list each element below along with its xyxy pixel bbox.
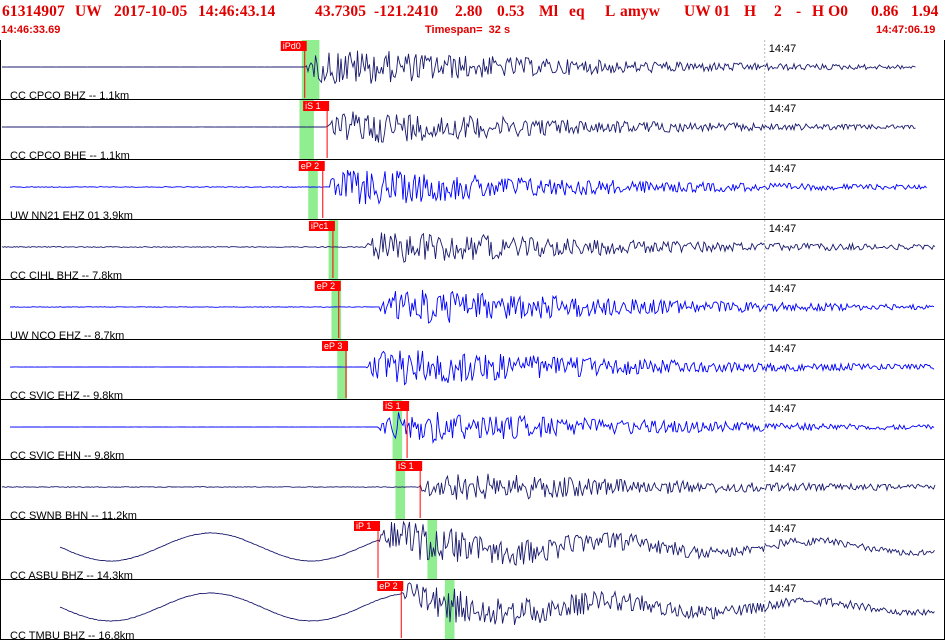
pick-label: iS 1	[305, 101, 321, 111]
event-analyst: amyw	[620, 3, 661, 20]
pick-flag[interactable]	[396, 461, 423, 471]
channel-label: CC SVIC EHZ -- 9.8km	[10, 390, 123, 402]
channel-label: CC CIHL BHZ -- 7.8km	[10, 270, 122, 282]
pick-label: iPd0	[283, 41, 301, 51]
channel-label: CC SVIC EHN -- 9.8km	[10, 450, 124, 462]
pick-window	[299, 100, 314, 160]
pick-flag[interactable]	[354, 521, 380, 531]
seismogram-panel[interactable]: iPd0 14:47 CC CPCO BHZ -- 1.1km iS 1 14:47 CC…	[0, 40, 945, 640]
event-id: 61314907	[2, 3, 65, 20]
event-mag-type: Ml	[539, 3, 559, 20]
pick-window	[308, 160, 318, 220]
pick-window	[395, 460, 406, 520]
event-dash: -	[796, 3, 802, 20]
event-header: 61314907 UW 2017-10-05 14:46:43.14 43.73…	[0, 0, 945, 40]
pick-label: eP 3	[324, 341, 342, 351]
pick-window	[427, 520, 438, 580]
pick-flag[interactable]	[298, 161, 325, 171]
channel-label: CC TMBU BHZ -- 16.8km	[10, 630, 134, 640]
channel-label: CC ASBU BHZ -- 14.3km	[10, 570, 133, 582]
pick-flag[interactable]	[314, 281, 341, 291]
waveform-trace	[10, 350, 935, 386]
time-tick-label: 14:47	[769, 523, 797, 535]
waveform-trace	[9, 289, 935, 324]
pick-window	[301, 40, 320, 100]
event-processing: H O0	[812, 3, 849, 20]
waveform-trace	[1, 232, 936, 264]
event-depth: 2.80	[455, 3, 483, 20]
time-tick-label: 14:47	[769, 463, 797, 475]
event-latitude: 43.7305	[315, 3, 367, 20]
waveform-trace	[1, 473, 936, 500]
channel-label: UW NCO EHZ -- 8.7km	[10, 330, 124, 342]
event-origin-time: 14:46:43.14	[198, 3, 276, 20]
pick-label: iS 1	[385, 401, 401, 411]
channel-label: UW NN21 EHZ 01 3.9km	[10, 210, 133, 222]
time-tick-label: 14:47	[769, 343, 797, 355]
time-tick-label: 14:47	[769, 403, 797, 415]
event-type: eq	[569, 3, 585, 20]
event-magnitude: 0.53	[497, 3, 525, 20]
time-tick-label: 14:47	[769, 103, 797, 115]
waveform-trace	[9, 412, 935, 444]
pick-flag[interactable]	[383, 401, 410, 411]
event-flag: L	[605, 3, 616, 20]
time-tick-label: 14:47	[769, 283, 797, 295]
event-network: UW	[75, 3, 102, 20]
pick-flag[interactable]	[303, 101, 330, 111]
end-time: 14:47:06.19	[876, 24, 936, 36]
event-longitude: -121.2410	[374, 3, 439, 20]
channel-label: CC CPCO BHZ -- 1.1km	[10, 90, 129, 102]
event-value-2: 1.94	[911, 3, 939, 20]
channel-label: CC CPCO BHE -- 1.1km	[10, 150, 130, 162]
pick-label: iP 1	[356, 521, 371, 531]
pick-label: eP 2	[379, 581, 397, 591]
pick-flag[interactable]	[308, 221, 335, 231]
event-origin-date: 2017-10-05	[114, 3, 188, 20]
waveform-trace	[59, 520, 935, 566]
event-version: 2	[774, 3, 782, 20]
time-tick-label: 14:47	[769, 163, 797, 175]
time-tick-label: 14:47	[769, 43, 797, 55]
pick-label: iS 1	[398, 461, 414, 471]
event-value-1: 0.86	[871, 3, 899, 20]
waveform-trace	[2, 50, 916, 85]
event-quality: H	[744, 3, 757, 20]
pick-flag[interactable]	[377, 581, 404, 591]
waveform-trace	[9, 169, 927, 205]
pick-window	[392, 400, 403, 460]
timespan: Timespan= 32 s	[425, 24, 511, 36]
pick-flag[interactable]	[322, 341, 349, 351]
waveform-trace	[59, 582, 935, 625]
waveform-trace	[1, 111, 916, 143]
pick-label: iPc1	[311, 221, 329, 231]
pick-window	[337, 340, 347, 400]
channel-label: CC SWNB BHN -- 11.2km	[10, 510, 137, 522]
time-tick-label: 14:47	[769, 223, 797, 235]
pick-flag[interactable]	[280, 41, 307, 51]
event-source: UW 01	[684, 3, 731, 20]
start-time: 14:46:33.69	[1, 24, 61, 36]
time-tick-label: 14:47	[769, 583, 797, 595]
pick-label: eP 2	[301, 161, 319, 171]
pick-label: eP 2	[317, 281, 335, 291]
pick-window	[331, 280, 342, 340]
